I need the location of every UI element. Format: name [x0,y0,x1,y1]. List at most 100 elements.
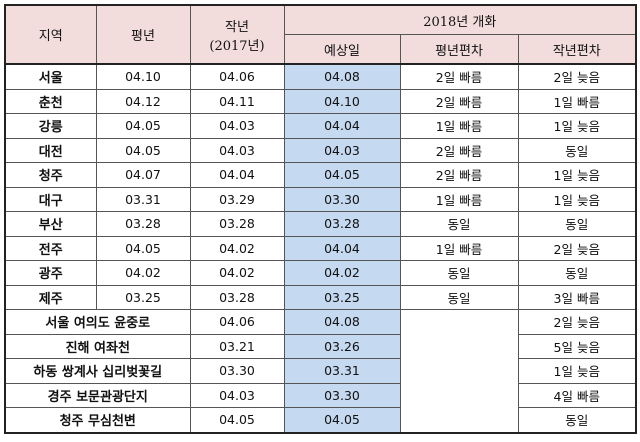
cell-vs-last-year: 1일 늦음 [517,186,637,212]
cell-normal: 03.31 [95,186,191,212]
cell-last-year: 03.28 [189,284,285,310]
header-last-year: 작년 (2017년) [189,4,285,65]
table-row: 서울 04.10 04.06 04.08 2일 빠름 2일 늦음 [4,63,637,90]
cell-last-year: 03.30 [189,358,285,384]
cell-last-year: 04.06 [189,309,285,335]
table-row: 대구 03.31 03.29 03.30 1일 빠름 1일 늦음 [4,186,637,212]
cell-forecast: 03.28 [283,211,401,237]
cell-region: 청주 [4,162,97,188]
cell-forecast: 04.05 [283,162,401,188]
cell-vs-last-year: 동일 [517,211,637,237]
cell-spot-name: 경주 보문관광단지 [4,382,191,408]
table-row: 춘천 04.12 04.11 04.10 2일 빠름 1일 빠름 [4,88,637,114]
cell-region: 전주 [4,235,97,261]
cell-normal: 03.28 [95,211,191,237]
header-vs-last-year: 작년편차 [517,34,637,65]
cell-normal: 03.25 [95,284,191,310]
cell-forecast: 03.31 [283,358,401,384]
cell-vs-last-year: 동일 [517,407,637,433]
cell-forecast: 04.08 [283,309,401,335]
cell-forecast: 03.30 [283,186,401,212]
header-region: 지역 [4,4,97,65]
cell-normal: 04.12 [95,88,191,114]
cell-forecast: 04.05 [283,407,401,433]
cell-forecast: 03.26 [283,333,401,359]
cell-region: 춘천 [4,88,97,114]
cell-forecast: 03.25 [283,284,401,310]
cell-region: 대구 [4,186,97,212]
cell-last-year: 04.03 [189,137,285,163]
spot-row: 서울 여의도 윤중로 04.06 04.08 2일 늦음 [4,309,637,433]
cell-last-year: 04.06 [189,63,285,90]
cell-region: 광주 [4,260,97,286]
cell-vs-last-year: 1일 늦음 [517,162,637,188]
cell-vs-last-year: 동일 [517,137,637,163]
header-forecast: 예상일 [283,34,401,65]
cell-region: 서울 [4,63,97,90]
bloom-forecast-table: 지역 평년 작년 (2017년) 2018년 개화 예상일 평년편차 작년편차 … [4,4,638,434]
cell-vs-last-year: 1일 늦음 [517,358,637,384]
cell-last-year: 04.05 [189,407,285,433]
cell-vs-last-year: 4일 빠름 [517,382,637,408]
cell-vs-normal: 1일 빠름 [399,186,519,212]
cell-normal: 04.05 [95,113,191,139]
cell-vs-last-year: 동일 [517,260,637,286]
cell-spot-name: 서울 여의도 윤중로 [4,309,191,335]
cell-last-year: 04.03 [189,113,285,139]
cell-vs-last-year: 5일 늦음 [517,333,637,359]
cell-normal: 04.02 [95,260,191,286]
cell-last-year: 03.28 [189,211,285,237]
cell-vs-normal: 2일 빠름 [399,88,519,114]
cell-last-year: 04.02 [189,235,285,261]
cell-vs-last-year: 2일 늦음 [517,235,637,261]
cell-vs-last-year: 1일 빠름 [517,88,637,114]
cell-normal: 04.05 [95,235,191,261]
header-last-year-line2: (2017년) [209,38,265,54]
table-row: 제주 03.25 03.28 03.25 동일 3일 빠름 [4,284,637,310]
cell-last-year: 04.03 [189,382,285,408]
cell-spot-name: 청주 무심천변 [4,407,191,433]
cell-normal: 04.05 [95,137,191,163]
cell-region: 강릉 [4,113,97,139]
cell-forecast: 03.30 [283,382,401,408]
cell-spot-name: 하동 쌍계사 십리벚꽃길 [4,358,191,384]
table-row: 대전 04.05 04.03 04.03 2일 빠름 동일 [4,137,637,163]
cell-forecast: 04.03 [283,137,401,163]
header-normal: 평년 [95,4,191,65]
cell-vs-normal: 2일 빠름 [399,63,519,90]
cell-region: 대전 [4,137,97,163]
cell-spot-name: 진해 여좌천 [4,333,191,359]
cell-vs-normal: 동일 [399,211,519,237]
cell-region: 부산 [4,211,97,237]
cell-vs-last-year: 1일 늦음 [517,113,637,139]
header-last-year-line1: 작년 [225,19,249,35]
cell-region: 제주 [4,284,97,310]
cell-vs-normal: 2일 빠름 [399,162,519,188]
cell-vs-normal: 동일 [399,284,519,310]
table-header: 지역 평년 작년 (2017년) 2018년 개화 예상일 평년편차 작년편차 [4,4,637,65]
header-bloom-2018: 2018년 개화 [283,4,637,35]
cell-last-year: 03.21 [189,333,285,359]
table-row: 전주 04.05 04.02 04.04 1일 빠름 2일 늦음 [4,235,637,261]
cell-normal: 04.07 [95,162,191,188]
table-body: 서울 04.10 04.06 04.08 2일 빠름 2일 늦음 춘천 04.1… [4,63,637,433]
cell-forecast: 04.04 [283,113,401,139]
cell-vs-normal: 1일 빠름 [399,113,519,139]
cell-forecast: 04.10 [283,88,401,114]
cell-vs-normal: 2일 빠름 [399,137,519,163]
cell-last-year: 04.11 [189,88,285,114]
cell-vs-last-year: 3일 빠름 [517,284,637,310]
spot-row: 하동 쌍계사 십리벚꽃길 03.30 03.31 1일 늦음 [4,358,637,384]
cell-vs-normal: 1일 빠름 [399,235,519,261]
spot-row: 경주 보문관광단지 04.03 03.30 4일 빠름 [4,382,637,408]
cell-vs-last-year: 2일 늦음 [517,63,637,90]
cell-vs-normal: 동일 [399,260,519,286]
cell-last-year: 03.29 [189,186,285,212]
table-row: 강릉 04.05 04.03 04.04 1일 빠름 1일 늦음 [4,113,637,139]
spot-row: 청주 무심천변 04.05 04.05 동일 [4,407,637,433]
table-row: 청주 04.07 04.04 04.05 2일 빠름 1일 늦음 [4,162,637,188]
cell-forecast: 04.04 [283,235,401,261]
table-row: 부산 03.28 03.28 03.28 동일 동일 [4,211,637,237]
cell-forecast: 04.02 [283,260,401,286]
spot-row: 진해 여좌천 03.21 03.26 5일 늦음 [4,333,637,359]
